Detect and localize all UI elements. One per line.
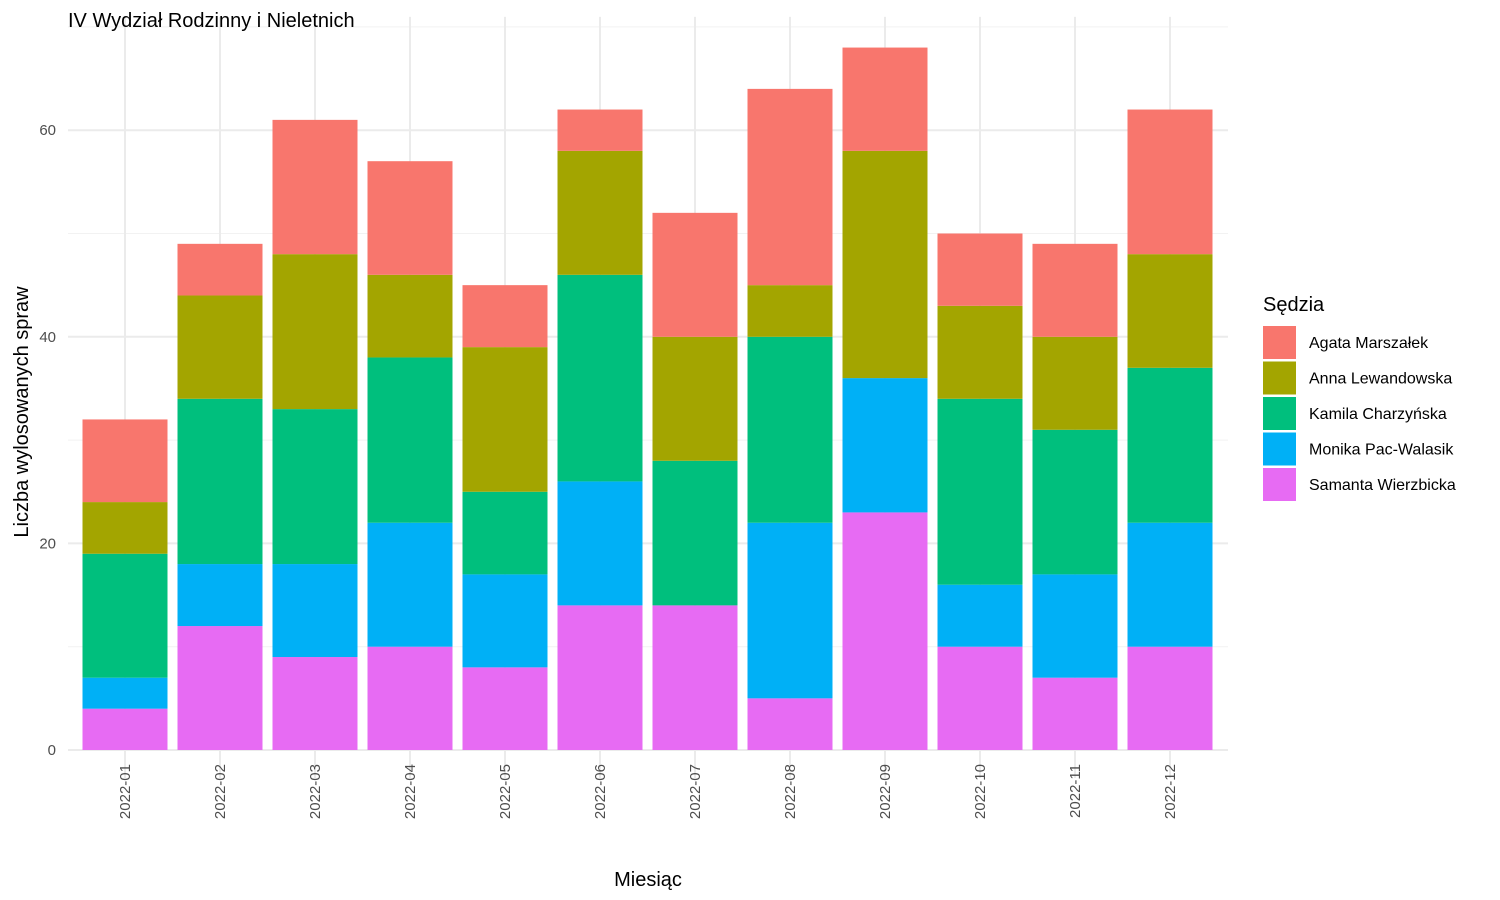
x-tick-label: 2022-01 — [117, 764, 134, 819]
bar-segment — [272, 657, 358, 750]
y-tick-label: 20 — [39, 535, 56, 552]
y-tick-label: 0 — [48, 742, 56, 759]
bar-segment — [272, 564, 358, 658]
x-tick-label: 2022-11 — [1067, 764, 1084, 818]
y-tick-label: 40 — [39, 329, 56, 346]
legend-title: Sędzia — [1263, 294, 1325, 316]
y-axis-title: Liczba wylosowanych spraw — [11, 286, 33, 538]
bar-segment — [1032, 429, 1118, 575]
bar-segment — [557, 150, 643, 275]
bar-segment — [82, 419, 168, 503]
bar-segment — [842, 150, 928, 379]
legend-swatch — [1263, 397, 1296, 430]
bar-segment — [177, 626, 263, 750]
bar-segment — [557, 605, 643, 750]
bar-segment — [557, 109, 643, 151]
legend-swatch — [1263, 361, 1296, 395]
bar-segment — [462, 285, 548, 348]
bar-segment — [82, 502, 168, 554]
x-tick-label: 2022-12 — [1162, 764, 1179, 819]
legend-swatch — [1263, 432, 1296, 466]
y-axis: 0 20 40 60 — [39, 122, 56, 759]
x-tick-label: 2022-08 — [782, 764, 799, 819]
x-tick-label: 2022-05 — [497, 764, 514, 819]
bar-segment — [367, 161, 453, 275]
bar-segment — [177, 243, 263, 296]
x-axis: 2022-01 2022-02 2022-03 2022-04 2022-05 2022-… — [117, 764, 1179, 819]
legend-label: Agata Marszałek — [1309, 335, 1429, 352]
x-tick-label: 2022-03 — [307, 764, 324, 819]
bar-segment — [462, 574, 548, 668]
bar-segment — [177, 398, 263, 565]
bar-segment — [842, 512, 928, 750]
legend-label: Anna Lewandowska — [1309, 371, 1452, 388]
bar-segment — [82, 553, 168, 678]
bar-segment — [82, 677, 168, 709]
bar-segment — [557, 274, 643, 482]
bar-segment — [1032, 243, 1118, 337]
bar-segment — [937, 646, 1023, 750]
bar-segment — [937, 398, 1023, 585]
legend: Sędzia Agata Marszałek Anna Lewandowska Ka… — [1263, 294, 1456, 501]
bar-segment — [177, 295, 263, 399]
bar-segment — [462, 491, 548, 575]
bar-segment — [272, 409, 358, 565]
bar-segment — [367, 357, 453, 523]
bar-segment — [462, 667, 548, 750]
legend-swatch — [1263, 468, 1296, 501]
bar-segment — [1127, 367, 1213, 523]
bar-segment — [842, 378, 928, 513]
bar-segment — [1032, 336, 1118, 430]
bar-segment — [272, 254, 358, 410]
legend-label: Monika Pac-Walasik — [1309, 442, 1454, 459]
bar-segment — [367, 646, 453, 750]
bar-segment — [652, 460, 738, 606]
y-tick-label: 60 — [39, 122, 56, 139]
bar-segment — [937, 305, 1023, 399]
bar-segment — [1032, 677, 1118, 750]
bar-segment — [1127, 109, 1213, 255]
bars-layer — [82, 47, 1213, 750]
bar-segment — [842, 47, 928, 151]
bar-segment — [367, 274, 453, 358]
bar-segment — [82, 708, 168, 750]
bar-segment — [1127, 522, 1213, 647]
bar-segment — [747, 522, 833, 699]
bar-segment — [1127, 646, 1213, 750]
x-tick-label: 2022-02 — [212, 764, 229, 819]
x-tick-label: 2022-10 — [972, 764, 989, 819]
bar-segment — [747, 285, 833, 337]
x-axis-title: Miesiąc — [614, 869, 682, 891]
bar-segment — [177, 564, 263, 627]
bar-segment — [747, 336, 833, 523]
bar-segment — [747, 88, 833, 286]
legend-label: Kamila Charzyńska — [1309, 406, 1447, 423]
chart-title: IV Wydział Rodzinny i Nieletnich — [68, 10, 355, 32]
bar-segment — [1127, 254, 1213, 368]
bar-segment — [462, 347, 548, 492]
x-tick-label: 2022-07 — [687, 764, 704, 819]
bar-segment — [652, 212, 738, 337]
bar-segment — [652, 605, 738, 750]
legend-label: Samanta Wierzbicka — [1309, 477, 1456, 494]
bar-segment — [652, 336, 738, 461]
x-tick-label: 2022-09 — [877, 764, 894, 819]
bar-segment — [1032, 574, 1118, 678]
x-tick-label: 2022-06 — [592, 764, 609, 819]
bar-segment — [557, 481, 643, 606]
bar-segment — [747, 698, 833, 750]
bar-segment — [937, 584, 1023, 647]
legend-swatch — [1263, 326, 1296, 359]
x-tick-label: 2022-04 — [402, 764, 419, 819]
bar-segment — [367, 522, 453, 647]
bar-segment — [272, 119, 358, 255]
bar-segment — [937, 233, 1023, 306]
